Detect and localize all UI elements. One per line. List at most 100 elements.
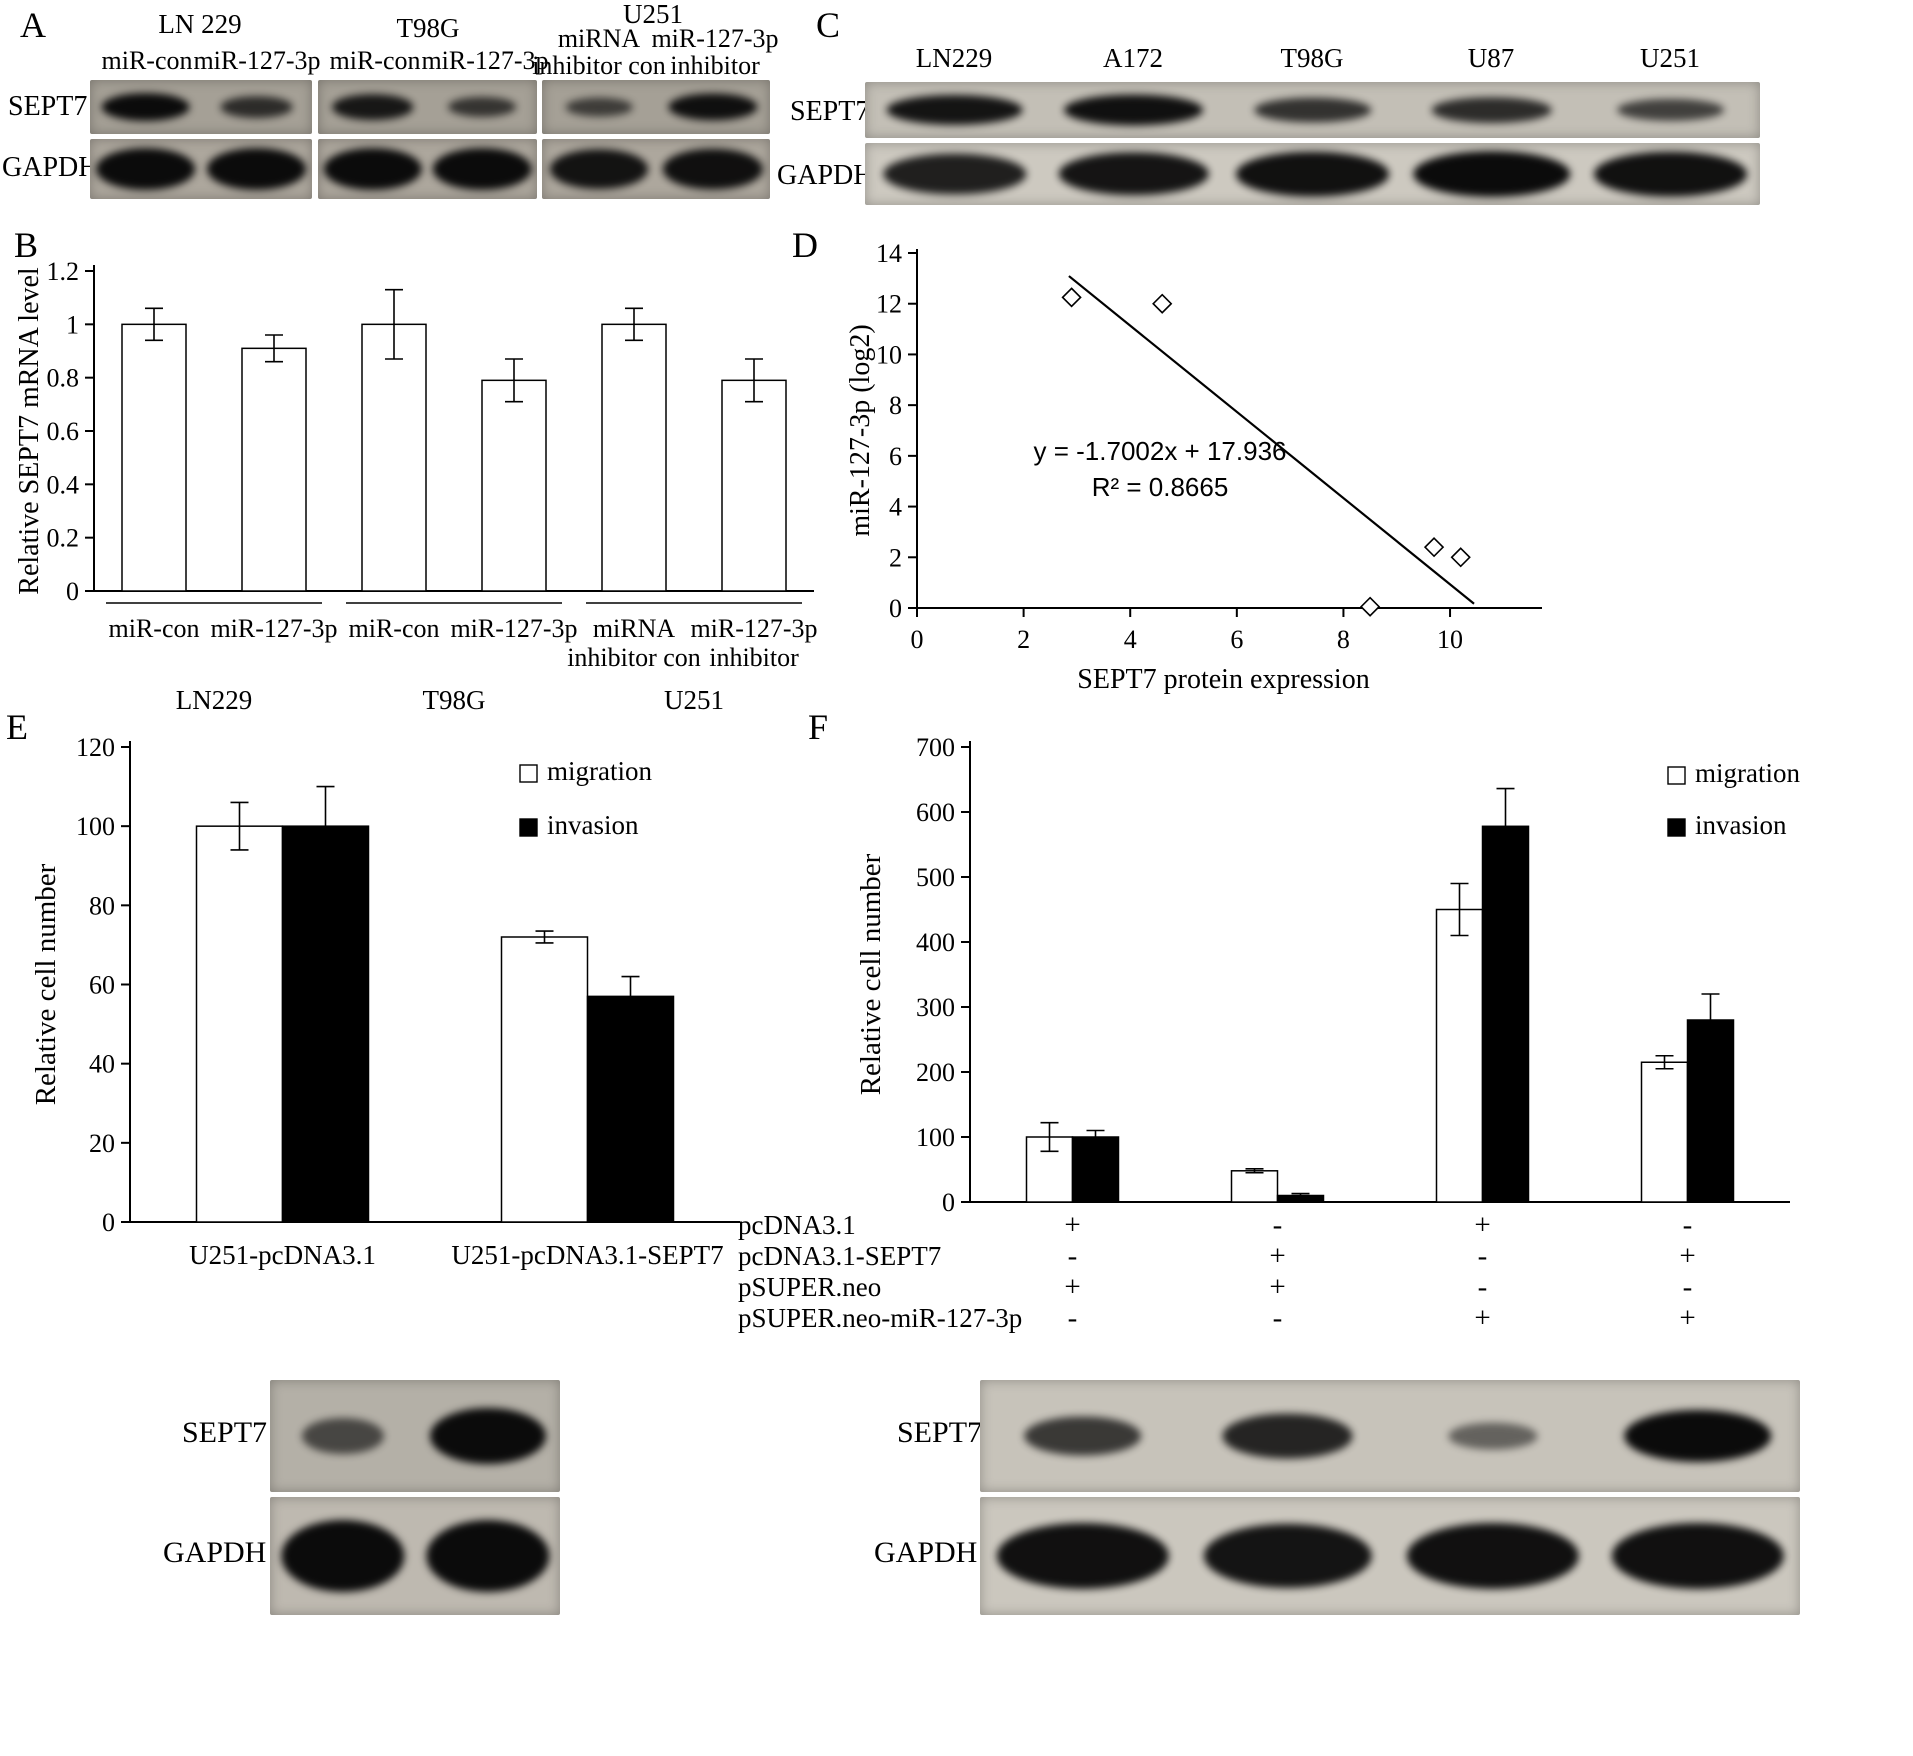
y-axis-label: miR-127-3p (log2) (845, 324, 876, 536)
mrna-bar (361, 323, 427, 592)
condition-value: - (1273, 1209, 1283, 1241)
panel-c-lane-label: A172 (1103, 43, 1163, 73)
lane-label-line: inhibitor (670, 51, 760, 81)
protein-band (1222, 1413, 1353, 1459)
panel-a-lane-label: miR-127-3p inhibitor (644, 25, 786, 80)
protein-band (95, 148, 196, 190)
condition-value: - (1068, 1240, 1078, 1272)
protein-band (448, 96, 517, 118)
y-tick-label: 0.6 (47, 417, 80, 446)
scatter-point (1061, 287, 1082, 308)
mrna-bar (721, 379, 787, 592)
y-axis-label: Relative cell number (855, 853, 887, 1095)
lane-label-line: miRNA (557, 24, 641, 53)
y-tick-label: 60 (89, 971, 115, 1000)
invasion-bar (1071, 1136, 1120, 1203)
protein-band (996, 1522, 1169, 1590)
category-label: U251-pcDNA3.1-SEPT7 (451, 1240, 723, 1270)
category-label: miR-127-3p (210, 614, 337, 643)
panel-c-row-label-sept7: SEPT7 (790, 96, 870, 127)
condition-value: - (1478, 1240, 1488, 1272)
protein-band (565, 97, 633, 117)
protein-band (1253, 97, 1372, 123)
protein-band (1412, 151, 1571, 197)
protein-band (886, 94, 1023, 126)
scatter-point (1152, 293, 1173, 314)
scatter-point (1359, 596, 1381, 617)
y-axis-label: Relative SEPT7 mRNA level (14, 267, 45, 595)
condition-value: + (1474, 1209, 1490, 1241)
category-label: miRNA (593, 614, 676, 643)
invasion-bar (1686, 1019, 1735, 1203)
y-tick-label: 300 (916, 993, 955, 1022)
gapdh-blot-row (865, 143, 1760, 205)
panel-f-western-blot (980, 1380, 1800, 1620)
panel-a-row-label-sept7: SEPT7 (8, 91, 88, 122)
category-label: miR-127-3p (450, 614, 577, 643)
panel-e-bar-chart: 0 20 40 60 80 100 120 U251-pcDNA3.1 U251-pcDNA3.… (30, 733, 740, 1270)
panel-c-western-blot (865, 82, 1760, 207)
protein-band (1406, 1522, 1579, 1590)
condition-value: - (1478, 1271, 1488, 1303)
panel-f-label: F (808, 707, 829, 747)
protein-band (101, 93, 190, 121)
protein-band (662, 148, 764, 190)
blot-strip (542, 80, 770, 199)
protein-band (280, 1520, 405, 1592)
y-tick-label: 500 (916, 863, 955, 892)
gapdh-blot-row (980, 1497, 1800, 1615)
panel-a-lane-label: miR-127-3p (193, 46, 321, 75)
panel-a-row-label-gapdh: GAPDH (2, 152, 99, 183)
panel-b-label: B (14, 225, 39, 265)
lane-label-line: miR-127-3p (651, 24, 779, 53)
blot-strip (270, 1380, 560, 1615)
scatter-point (1450, 547, 1471, 568)
y-tick-label: 12 (876, 290, 902, 319)
category-label: inhibitor con (567, 643, 701, 672)
condition-row-label: pcDNA3.1 (738, 1210, 856, 1240)
blot-strip (980, 1380, 1800, 1615)
y-tick-label: 1 (66, 310, 79, 339)
y-tick-label: 10 (876, 340, 902, 369)
protein-band (1023, 1416, 1142, 1456)
condition-value: + (1064, 1209, 1080, 1241)
y-tick-label: 0.8 (47, 364, 80, 393)
sept7-blot-row (90, 80, 312, 134)
x-tick-label: 4 (1124, 625, 1137, 654)
y-tick-label: 40 (89, 1050, 115, 1079)
scatter-point (1423, 537, 1445, 558)
protein-band (323, 148, 423, 190)
panel-a-lane-label: miR-con (329, 46, 421, 75)
gapdh-blot-row (318, 139, 537, 199)
y-tick-label: 4 (889, 493, 902, 522)
legend-swatch (519, 818, 538, 837)
y-tick-label: 200 (916, 1058, 955, 1087)
invasion-bar (1481, 825, 1530, 1203)
panel-c-lane-label: U251 (1640, 43, 1700, 73)
blot-strip (90, 80, 312, 199)
panel-a-group2-title: T98G (396, 13, 460, 43)
protein-band (668, 93, 758, 121)
panel-e-label: E (6, 707, 28, 747)
panel-a-lane-label: miR-127-3p (421, 46, 549, 75)
panel-c-lane-label: LN229 (915, 43, 993, 73)
cell-line-group-label: U251 (664, 685, 724, 715)
panel-a-group1-title: LN 229 (158, 9, 242, 39)
protein-band (220, 96, 293, 118)
legend-label: migration (547, 756, 652, 786)
legend-label: invasion (1695, 810, 1787, 840)
legend-swatch (1667, 818, 1686, 837)
condition-value: + (1679, 1240, 1695, 1272)
protein-band (1058, 152, 1209, 196)
condition-value: + (1269, 1271, 1285, 1303)
mrna-bar (121, 323, 187, 592)
y-tick-label: 0 (942, 1188, 955, 1217)
category-label: miR-con (349, 614, 440, 643)
sept7-blot-row (318, 80, 537, 134)
lane-label-line: inhibitor con (532, 51, 666, 81)
x-tick-label: 0 (911, 625, 924, 654)
x-axis-label: SEPT7 protein expression (1077, 664, 1369, 695)
y-tick-label: 0 (66, 577, 79, 606)
protein-band (1203, 1523, 1372, 1589)
